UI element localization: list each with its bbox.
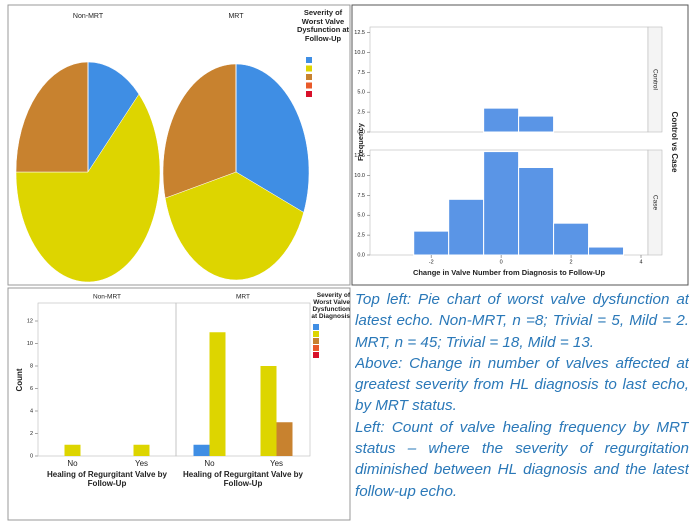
- histogram-bar: [413, 230, 450, 256]
- x-tick-label: No: [204, 459, 215, 468]
- bar: [260, 366, 277, 456]
- histogram-bar: [483, 107, 520, 133]
- bar: [64, 444, 81, 456]
- y-tick-label: 12.5: [354, 30, 365, 36]
- histogram-bar: [518, 115, 555, 133]
- legend-swatch: [313, 324, 319, 330]
- y-tick-label: 10: [27, 341, 33, 347]
- legend-swatch: [313, 331, 319, 337]
- facet-strip: [647, 26, 663, 133]
- bar: [193, 444, 210, 456]
- y-tick-label: 0.0: [357, 252, 365, 258]
- legend-title-box: Severity of Worst Valve Dysfunction at F…: [296, 9, 350, 43]
- histogram-bar: [588, 246, 625, 256]
- histogram-bar: [553, 222, 590, 256]
- y-tick-label: 2: [30, 431, 33, 437]
- caption-paragraph: Above: Change in number of valves affect…: [355, 354, 689, 415]
- legend-swatch: [306, 74, 312, 80]
- panel-border: [351, 4, 689, 286]
- pie-slice: [162, 63, 237, 199]
- y-tick-label: 7.5: [357, 70, 365, 76]
- pie-slice: [15, 93, 161, 283]
- legend-title: Severity of Worst Valve Dysfunction at D…: [311, 292, 350, 320]
- pie-slice: [235, 63, 310, 213]
- bar: [276, 422, 293, 456]
- y-tick-label: 6: [30, 386, 33, 392]
- y-axis-label: Count: [15, 368, 24, 391]
- y-tick-label: 12: [27, 318, 33, 324]
- y-tick-label: 5.0: [357, 213, 365, 219]
- x-tick-label: Yes: [135, 459, 148, 468]
- facet-title: Case: [651, 195, 658, 211]
- facet-title: MRT: [236, 294, 250, 301]
- y-tick-label: 7.5: [357, 193, 365, 199]
- legend-title-box: Severity of Worst Valve Dysfunction at D…: [311, 292, 350, 320]
- histogram-bar: [518, 167, 555, 256]
- facet-strip: [647, 149, 663, 256]
- x-axis-label: Healing of Regurgitant Valve by Follow-U…: [182, 470, 304, 488]
- y-tick-label: 2.5: [357, 110, 365, 116]
- legend-swatch: [306, 65, 312, 72]
- x-tick-label: -2: [429, 259, 434, 265]
- plot-area: [175, 302, 311, 457]
- y-axis-label: Frequency: [356, 122, 365, 161]
- x-tick-label: 4: [639, 259, 642, 265]
- panel-border: [7, 4, 351, 286]
- y-tick-label: 0: [30, 453, 33, 459]
- bar: [209, 332, 226, 456]
- facet-title: Non-MRT: [73, 13, 104, 20]
- legend-swatch: [313, 345, 319, 351]
- x-axis-label-box: Healing of Regurgitant Valve by Follow-U…: [182, 470, 304, 488]
- plot-area: [37, 302, 177, 457]
- x-axis-label-box: Healing of Regurgitant Valve by Follow-U…: [46, 470, 168, 488]
- legend-swatch: [306, 91, 312, 97]
- pie-slice: [164, 171, 304, 281]
- legend-swatch: [313, 338, 319, 344]
- facet-title: Non-MRT: [93, 294, 121, 301]
- x-tick-label: 2: [570, 259, 573, 265]
- pie-slice: [15, 61, 89, 173]
- legend-swatch: [306, 82, 312, 89]
- histogram-bar: [448, 198, 485, 256]
- x-axis-label: Healing of Regurgitant Valve by Follow-U…: [46, 470, 168, 488]
- legend-title: Severity of Worst Valve Dysfunction at F…: [296, 9, 350, 43]
- x-tick-label: 0: [500, 259, 503, 265]
- bar: [133, 444, 150, 456]
- y-tick-label: 10.0: [354, 173, 365, 179]
- y-tick-label: 12.5: [354, 153, 365, 159]
- y-tick-label: 8: [30, 363, 33, 369]
- x-tick-label: No: [67, 459, 78, 468]
- y-tick-label: 0.0: [357, 129, 365, 135]
- y-tick-label: 4: [30, 408, 33, 414]
- x-tick-label: Yes: [270, 459, 283, 468]
- facet-group-title: Control vs Case: [670, 112, 679, 173]
- histogram-bar: [483, 151, 520, 256]
- legend-swatch: [313, 352, 319, 358]
- y-tick-label: 2.5: [357, 233, 365, 239]
- caption-paragraph: Top left: Pie chart of worst valve dysfu…: [355, 291, 689, 351]
- y-tick-label: 10.0: [354, 50, 365, 56]
- caption-box: Top left: Pie chart of worst valve dysfu…: [355, 289, 689, 502]
- x-axis-label: Change in Valve Number from Diagnosis to…: [413, 268, 606, 277]
- facet-title: Control: [651, 69, 658, 91]
- facet-title: MRT: [228, 13, 244, 20]
- caption-paragraph: Left: Count of valve healing frequency b…: [355, 418, 689, 500]
- panel-border: [7, 287, 351, 521]
- caption: Top left: Pie chart of worst valve dysfu…: [355, 289, 689, 502]
- legend-swatch: [306, 57, 312, 63]
- y-tick-label: 5.0: [357, 90, 365, 96]
- pie-slice: [87, 61, 140, 173]
